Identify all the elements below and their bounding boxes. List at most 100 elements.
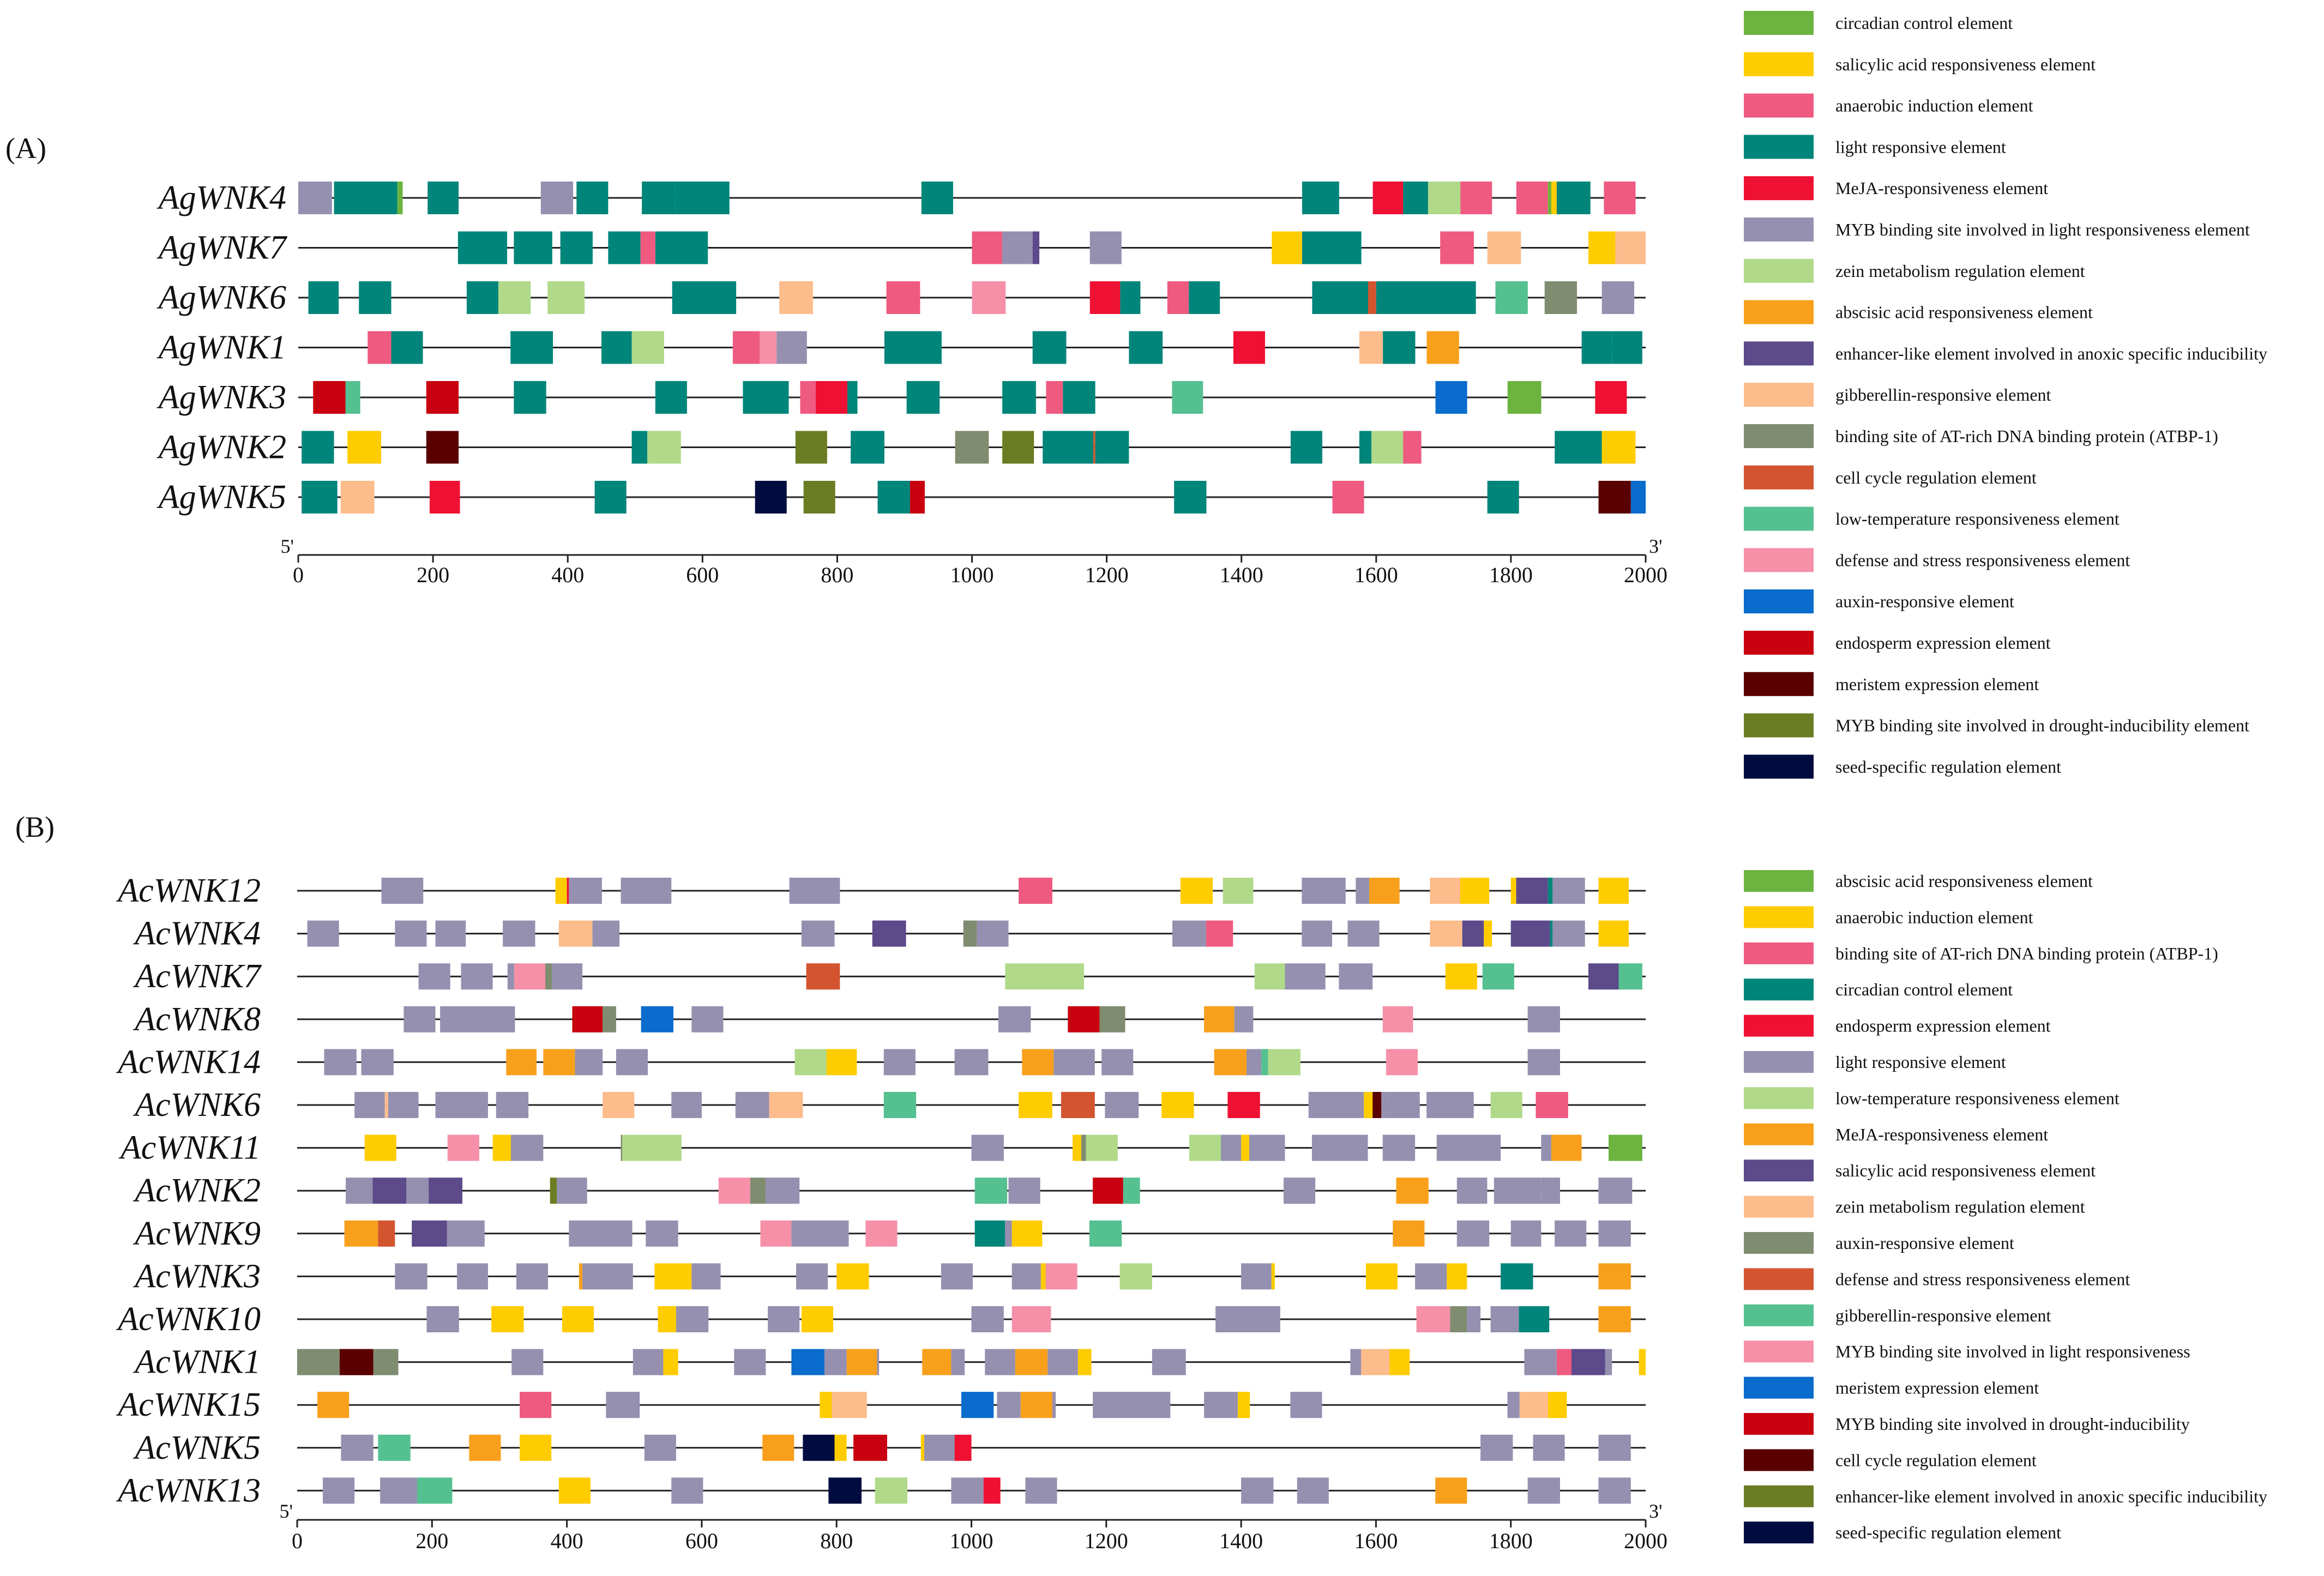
element-box [1551, 182, 1557, 214]
element-box [1598, 878, 1629, 904]
legend-swatch [1744, 1232, 1814, 1254]
legend-label: circadian control element [1835, 13, 2013, 33]
legend-label: zein metabolism regulation element [1835, 261, 2085, 281]
element-box [972, 231, 1003, 264]
element-box [1089, 1220, 1122, 1247]
element-box [801, 920, 835, 947]
element-box [558, 920, 593, 947]
gene-row: AcWNK8 [133, 1001, 1646, 1038]
element-box [1364, 1092, 1373, 1118]
legend-swatch [1744, 1268, 1814, 1290]
element-box [378, 1434, 411, 1461]
element-box [1456, 1220, 1490, 1247]
element-box [1002, 381, 1036, 414]
element-box [1077, 1349, 1092, 1375]
element-box [1639, 1349, 1646, 1375]
element-box [1376, 281, 1476, 314]
element-box [801, 1306, 834, 1332]
element-box [1386, 1049, 1418, 1076]
legend-label: cell cycle regulation element [1835, 468, 2037, 487]
gene-label: AgWNK4 [156, 179, 286, 216]
element-box [1533, 1434, 1565, 1461]
element-box [1381, 1092, 1388, 1118]
element-box [872, 920, 906, 947]
legend-label: enhancer-like element involved in anoxic… [1835, 1487, 2267, 1506]
element-box [1462, 920, 1484, 947]
element-box [569, 878, 602, 904]
element-box [655, 231, 708, 264]
element-box [510, 1134, 544, 1161]
element-box [1601, 431, 1636, 464]
legend-label: MYB binding site involved in light respo… [1835, 220, 2250, 239]
element-box [954, 1434, 972, 1461]
legend-label: seed-specific regulation element [1835, 1523, 2061, 1542]
element-box [1268, 1049, 1301, 1076]
element-box [1615, 231, 1646, 264]
element-box [826, 1049, 857, 1076]
gene-label: AcWNK4 [133, 915, 261, 952]
element-box [503, 920, 535, 947]
element-box [368, 331, 392, 364]
element-box [1581, 331, 1612, 364]
element-box [324, 1049, 357, 1076]
gene-row: AcWNK1 [133, 1344, 1646, 1381]
element-box [466, 281, 498, 314]
element-box [361, 1049, 394, 1076]
element-box [447, 1220, 485, 1247]
legend-swatch [1744, 300, 1814, 324]
element-box [1022, 1049, 1054, 1076]
tick-label: 1200 [1085, 563, 1129, 587]
element-box [1430, 920, 1462, 947]
gene-label: AcWNK1 [133, 1344, 261, 1381]
element-box [877, 481, 910, 514]
legend-label: MeJA-responsiveness element [1835, 1125, 2048, 1144]
tick-label: 400 [551, 1529, 583, 1553]
element-box [924, 1434, 955, 1461]
element-box [853, 1434, 887, 1461]
element-box [1093, 431, 1095, 464]
element-box [1223, 878, 1254, 904]
element-box [1445, 963, 1477, 990]
element-box [1204, 1006, 1235, 1032]
element-box [1206, 920, 1233, 947]
element-box [974, 1220, 1006, 1247]
element-box [791, 1349, 824, 1375]
element-box [834, 1434, 847, 1461]
element-box [1494, 1178, 1542, 1204]
element-box [760, 1220, 792, 1247]
element-box [884, 331, 942, 364]
element-box [359, 281, 392, 314]
legend-label: meristem expression element [1835, 1378, 2039, 1398]
element-box [1019, 1092, 1052, 1118]
element-box [594, 481, 627, 514]
element-box [447, 1134, 479, 1161]
element-box [341, 1434, 374, 1461]
element-box [1383, 331, 1416, 364]
x-axis: 0 200 400 600 800 1000 1200 1400 1600 1800 2000 5' 3… [281, 535, 1668, 587]
element-box [1598, 920, 1629, 947]
element-box [985, 1349, 1015, 1375]
element-box [1233, 331, 1265, 364]
tick-label: 600 [685, 1529, 718, 1553]
element-box [520, 1392, 552, 1418]
element-box [1271, 1263, 1275, 1290]
element-box [1510, 878, 1516, 904]
element-box [1447, 1263, 1467, 1290]
element-box [1415, 1263, 1447, 1290]
legend-label: MYB binding site involved in drought-ind… [1835, 1414, 2190, 1434]
element-box [547, 281, 585, 314]
legend-label: salicylic acid responsiveness element [1835, 1161, 2096, 1180]
element-box [601, 331, 632, 364]
panel-label: (B) [15, 811, 55, 843]
legend-swatch [1744, 870, 1814, 892]
gene-label: AcWNK10 [116, 1301, 261, 1338]
element-box [1290, 1392, 1322, 1418]
element-box [440, 1006, 515, 1032]
element-box [1436, 1134, 1501, 1161]
element-box [1387, 1092, 1420, 1118]
element-box [646, 1220, 678, 1247]
element-box [883, 1049, 916, 1076]
element-box [1095, 431, 1129, 464]
legend-label: anaerobic induction element [1835, 907, 2033, 927]
